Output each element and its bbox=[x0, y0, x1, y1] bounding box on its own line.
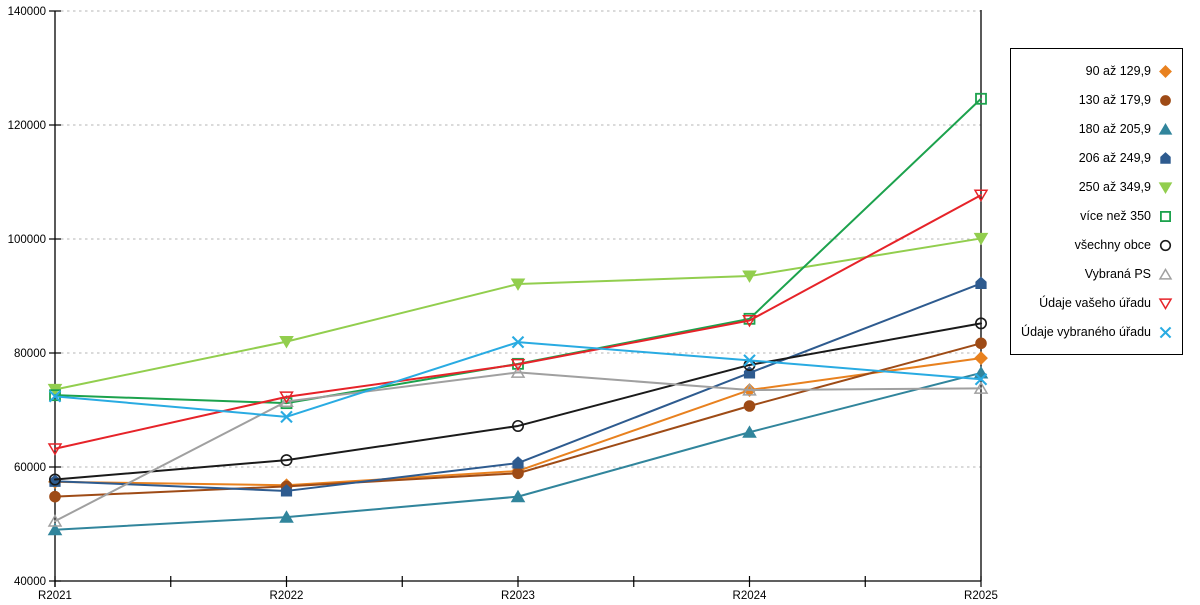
y-axis-tick-label: 100000 bbox=[8, 234, 46, 246]
marker-triangle-up bbox=[47, 522, 63, 536]
legend-item-label: 206 až 249,9 bbox=[1078, 151, 1151, 165]
circle-icon bbox=[1157, 92, 1174, 109]
legend-item-label: více než 350 bbox=[1080, 209, 1151, 223]
marker-circle bbox=[48, 473, 61, 486]
marker-triangle-up bbox=[279, 510, 294, 523]
legend-item: více než 350 bbox=[1015, 202, 1174, 231]
marker-triangle-down bbox=[973, 189, 989, 202]
legend-item-label: všechny obce bbox=[1074, 238, 1151, 252]
marker-circle bbox=[512, 467, 524, 480]
triangle-down-icon bbox=[1157, 295, 1174, 312]
legend-item: 250 až 349,9 bbox=[1015, 173, 1174, 202]
marker-circle bbox=[743, 400, 756, 412]
y-axis-tick-label: 120000 bbox=[8, 120, 46, 132]
legend-item-label: Údaje vašeho úřadu bbox=[1039, 296, 1151, 310]
marker-pentagon bbox=[975, 276, 987, 290]
marker-circle bbox=[974, 317, 987, 330]
y-axis-tick-label: 80000 bbox=[14, 348, 46, 360]
marker-triangle-up bbox=[279, 394, 294, 407]
marker-x bbox=[974, 372, 988, 386]
pentagon-icon bbox=[1157, 150, 1174, 167]
legend-item: 90 až 129,9 bbox=[1015, 57, 1174, 86]
legend-item-label: Údaje vybraného úřadu bbox=[1021, 325, 1151, 339]
x-axis-tick-label: R2022 bbox=[270, 590, 304, 600]
marker-triangle-up bbox=[742, 425, 757, 438]
triangle-up-icon bbox=[1157, 266, 1174, 283]
marker-triangle-up-icon bbox=[1158, 267, 1173, 280]
x-axis-tick-label: R2023 bbox=[501, 590, 535, 600]
marker-circle bbox=[975, 337, 987, 350]
marker-triangle-up bbox=[47, 514, 63, 527]
legend-item: všechny obce bbox=[1015, 231, 1174, 260]
marker-pentagon bbox=[280, 484, 293, 497]
marker-triangle-up bbox=[973, 381, 989, 394]
legend-item-label: 180 až 205,9 bbox=[1078, 122, 1151, 136]
square-icon bbox=[1157, 208, 1174, 225]
marker-triangle-down bbox=[742, 270, 757, 283]
marker-circle bbox=[49, 490, 61, 503]
y-axis-tick-label: 140000 bbox=[8, 6, 46, 18]
marker-x bbox=[280, 410, 293, 424]
marker-pentagon bbox=[512, 456, 524, 469]
marker-circle bbox=[511, 419, 524, 432]
marker-triangle-up bbox=[510, 489, 526, 503]
marker-triangle-down bbox=[510, 278, 526, 291]
x-axis-tick-label: R2021 bbox=[38, 590, 72, 600]
legend-item-label: 250 až 349,9 bbox=[1078, 180, 1151, 194]
legend-item: Údaje vašeho úřadu bbox=[1015, 289, 1174, 318]
marker-triangle-down bbox=[279, 391, 294, 404]
legend-item-label: Vybraná PS bbox=[1084, 267, 1151, 281]
legend-item: 180 až 205,9 bbox=[1015, 115, 1174, 144]
y-axis-tick-label: 60000 bbox=[14, 462, 46, 474]
marker-triangle-up bbox=[742, 383, 757, 396]
marker-triangle-down-icon bbox=[1158, 181, 1173, 194]
marker-x bbox=[743, 354, 756, 367]
marker-triangle-up-icon bbox=[1158, 122, 1173, 135]
diamond-icon bbox=[1157, 63, 1174, 80]
chart-legend: 90 až 129,9 130 až 179,9 180 až 205,9 206 a… bbox=[1010, 48, 1183, 355]
marker-pentagon-icon bbox=[1160, 151, 1171, 164]
legend-item: Vybraná PS bbox=[1015, 260, 1174, 289]
circle-icon bbox=[1157, 237, 1174, 254]
marker-triangle-down bbox=[742, 314, 757, 328]
marker-circle bbox=[280, 454, 293, 467]
marker-diamond bbox=[974, 351, 988, 366]
marker-x bbox=[48, 390, 62, 403]
marker-triangle-down bbox=[47, 443, 63, 456]
marker-triangle-down bbox=[510, 358, 526, 372]
marker-square bbox=[49, 389, 61, 402]
marker-circle-icon bbox=[1160, 94, 1171, 106]
legend-item: 130 až 179,9 bbox=[1015, 86, 1174, 115]
legend-item: Údaje vybraného úřadu bbox=[1015, 318, 1174, 347]
marker-square bbox=[975, 92, 987, 105]
x-icon bbox=[1157, 324, 1174, 341]
marker-square-icon bbox=[1159, 210, 1171, 222]
legend-item-label: 90 až 129,9 bbox=[1085, 64, 1151, 78]
legend-item: 206 až 249,9 bbox=[1015, 144, 1174, 173]
series-line bbox=[54, 371, 982, 523]
x-axis-tick-label: R2025 bbox=[964, 590, 998, 600]
triangle-up-icon bbox=[1157, 121, 1174, 138]
marker-triangle-up bbox=[510, 365, 526, 378]
marker-triangle-down bbox=[279, 336, 294, 349]
marker-circle-icon bbox=[1159, 239, 1172, 251]
marker-diamond-icon bbox=[1159, 64, 1172, 78]
marker-triangle-down bbox=[973, 232, 989, 246]
series-line bbox=[54, 322, 982, 481]
triangle-down-icon bbox=[1157, 179, 1174, 196]
x-axis-tick-label: R2024 bbox=[733, 590, 767, 600]
y-axis-tick-label: 40000 bbox=[14, 576, 46, 588]
marker-x-icon bbox=[1159, 326, 1172, 338]
series-line bbox=[54, 194, 982, 450]
marker-x bbox=[511, 335, 525, 349]
legend-item-label: 130 až 179,9 bbox=[1078, 93, 1151, 107]
marker-triangle-down-icon bbox=[1158, 297, 1173, 310]
